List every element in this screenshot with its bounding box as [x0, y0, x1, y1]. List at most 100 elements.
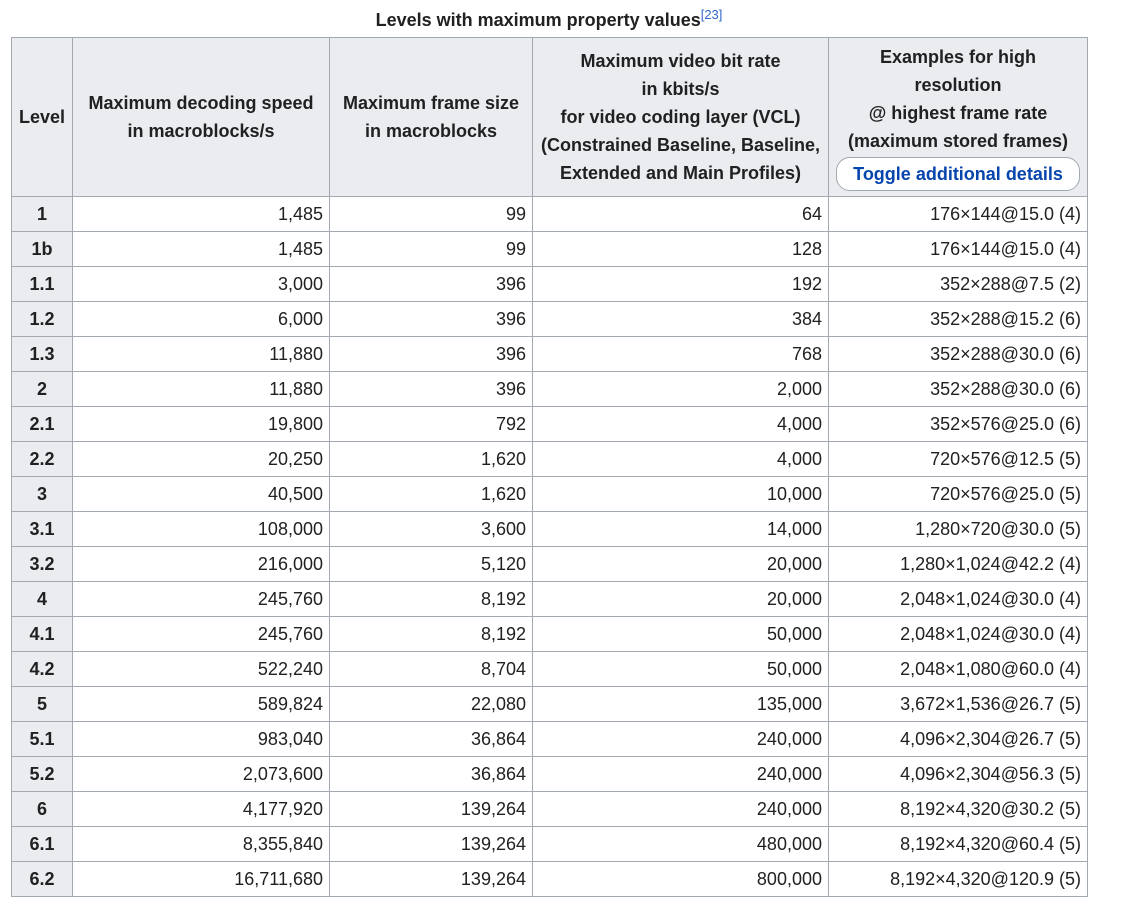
- cell-example: 352×288@15.2 (6): [828, 301, 1088, 337]
- cell-level: 1b: [11, 231, 73, 267]
- cell-frame-size: 139,264: [329, 826, 533, 862]
- cell-decoding-speed: 1,485: [72, 196, 330, 232]
- table-row: 4.2 522,240 8,704 50,000 2,048×1,080@60.0 (4…: [11, 651, 1088, 687]
- table-row: 3.1 108,000 3,600 14,000 1,280×720@30.0 (5): [11, 511, 1088, 547]
- cell-decoding-speed: 245,760: [72, 581, 330, 617]
- cell-decoding-speed: 1,485: [72, 231, 330, 267]
- cell-level: 3.2: [11, 546, 73, 582]
- cell-decoding-speed: 11,880: [72, 371, 330, 407]
- cell-example: 352×288@30.0 (6): [828, 371, 1088, 407]
- cell-bit-rate: 20,000: [532, 581, 829, 617]
- reference-link[interactable]: [23]: [700, 7, 723, 22]
- cell-level: 4: [11, 581, 73, 617]
- cell-frame-size: 5,120: [329, 546, 533, 582]
- cell-decoding-speed: 40,500: [72, 476, 330, 512]
- cell-decoding-speed: 245,760: [72, 616, 330, 652]
- cell-example: 8,192×4,320@60.4 (5): [828, 826, 1088, 862]
- table-row: 2.2 20,250 1,620 4,000 720×576@12.5 (5): [11, 441, 1088, 477]
- cell-level: 6: [11, 791, 73, 827]
- table-row: 5 589,824 22,080 135,000 3,672×1,536@26.7 (5…: [11, 686, 1088, 722]
- cell-decoding-speed: 11,880: [72, 336, 330, 372]
- cell-frame-size: 792: [329, 406, 533, 442]
- cell-example: 352×288@7.5 (2): [828, 266, 1088, 302]
- cell-decoding-speed: 589,824: [72, 686, 330, 722]
- cell-decoding-speed: 216,000: [72, 546, 330, 582]
- header-line: in macroblocks/s: [127, 121, 275, 141]
- cell-bit-rate: 4,000: [532, 406, 829, 442]
- cell-level: 5.1: [11, 721, 73, 757]
- cell-example: 720×576@12.5 (5): [828, 441, 1088, 477]
- toggle-details-button[interactable]: Toggle additional details: [836, 157, 1080, 191]
- header-line: Extended and Main Profiles): [559, 163, 802, 183]
- cell-frame-size: 8,192: [329, 616, 533, 652]
- cell-bit-rate: 50,000: [532, 616, 829, 652]
- cell-level: 5: [11, 686, 73, 722]
- table-row: 3 40,500 1,620 10,000 720×576@25.0 (5): [11, 476, 1088, 512]
- table-row: 3.2 216,000 5,120 20,000 1,280×1,024@42.2 (4…: [11, 546, 1088, 582]
- table-caption: Levels with maximum property values[23]: [11, 0, 1087, 37]
- cell-example: 176×144@15.0 (4): [828, 196, 1088, 232]
- cell-bit-rate: 135,000: [532, 686, 829, 722]
- cell-example: 8,192×4,320@30.2 (5): [828, 791, 1088, 827]
- cell-example: 3,672×1,536@26.7 (5): [828, 686, 1088, 722]
- cell-decoding-speed: 3,000: [72, 266, 330, 302]
- cell-level: 1.3: [11, 336, 73, 372]
- cell-frame-size: 396: [329, 266, 533, 302]
- header-line: (maximum stored frames): [847, 131, 1069, 151]
- cell-bit-rate: 384: [532, 301, 829, 337]
- cell-example: 1,280×1,024@42.2 (4): [828, 546, 1088, 582]
- cell-bit-rate: 50,000: [532, 651, 829, 687]
- cell-bit-rate: 240,000: [532, 721, 829, 757]
- cell-level: 2: [11, 371, 73, 407]
- cell-example: 2,048×1,080@60.0 (4): [828, 651, 1088, 687]
- cell-level: 2.1: [11, 406, 73, 442]
- cell-frame-size: 99: [329, 231, 533, 267]
- cell-decoding-speed: 4,177,920: [72, 791, 330, 827]
- cell-example: 352×576@25.0 (6): [828, 406, 1088, 442]
- table-row: 6.1 8,355,840 139,264 480,000 8,192×4,320@60…: [11, 826, 1088, 862]
- cell-frame-size: 396: [329, 336, 533, 372]
- cell-bit-rate: 20,000: [532, 546, 829, 582]
- cell-level: 2.2: [11, 441, 73, 477]
- table-row: 1.2 6,000 396 384 352×288@15.2 (6): [11, 301, 1088, 337]
- cell-level: 4.1: [11, 616, 73, 652]
- cell-level: 3: [11, 476, 73, 512]
- cell-frame-size: 36,864: [329, 721, 533, 757]
- cell-decoding-speed: 108,000: [72, 511, 330, 547]
- cell-decoding-speed: 20,250: [72, 441, 330, 477]
- table-row: 5.1 983,040 36,864 240,000 4,096×2,304@26.7 …: [11, 721, 1088, 757]
- levels-table-container: Levels with maximum property values[23] …: [11, 0, 1088, 897]
- cell-bit-rate: 800,000: [532, 861, 829, 897]
- header-bit-rate: Maximum video bit rate in kbits/s for vi…: [532, 37, 829, 197]
- cell-example: 8,192×4,320@120.9 (5): [828, 861, 1088, 897]
- cell-example: 4,096×2,304@26.7 (5): [828, 721, 1088, 757]
- cell-bit-rate: 10,000: [532, 476, 829, 512]
- cell-level: 6.1: [11, 826, 73, 862]
- cell-decoding-speed: 16,711,680: [72, 861, 330, 897]
- cell-level: 1: [11, 196, 73, 232]
- cell-frame-size: 3,600: [329, 511, 533, 547]
- cell-decoding-speed: 19,800: [72, 406, 330, 442]
- cell-bit-rate: 480,000: [532, 826, 829, 862]
- header-line: Maximum video bit rate: [580, 51, 781, 71]
- cell-frame-size: 22,080: [329, 686, 533, 722]
- cell-bit-rate: 2,000: [532, 371, 829, 407]
- cell-example: 4,096×2,304@56.3 (5): [828, 756, 1088, 792]
- cell-example: 352×288@30.0 (6): [828, 336, 1088, 372]
- header-line: (Constrained Baseline, Baseline,: [540, 135, 821, 155]
- cell-frame-size: 139,264: [329, 791, 533, 827]
- cell-level: 3.1: [11, 511, 73, 547]
- cell-level: 6.2: [11, 861, 73, 897]
- header-line: Examples for high resolution: [879, 47, 1037, 95]
- header-level: Level: [11, 37, 73, 197]
- cell-example: 2,048×1,024@30.0 (4): [828, 616, 1088, 652]
- table-row: 5.2 2,073,600 36,864 240,000 4,096×2,304@56.…: [11, 756, 1088, 792]
- header-line: Maximum decoding speed: [88, 93, 314, 113]
- table-row: 6 4,177,920 139,264 240,000 8,192×4,320@30.2…: [11, 791, 1088, 827]
- header-frame-size: Maximum frame size in macroblocks: [329, 37, 533, 197]
- cell-level: 4.2: [11, 651, 73, 687]
- cell-example: 1,280×720@30.0 (5): [828, 511, 1088, 547]
- cell-frame-size: 396: [329, 301, 533, 337]
- header-line: for video coding layer (VCL): [560, 107, 801, 127]
- header-decoding-speed: Maximum decoding speed in macroblocks/s: [72, 37, 330, 197]
